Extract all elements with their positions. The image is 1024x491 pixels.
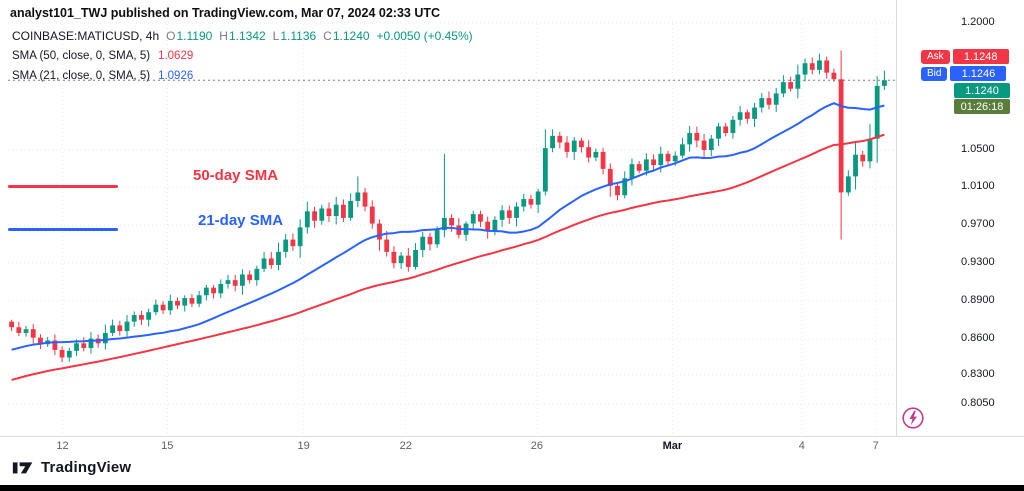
sma50-value: 1.0629 bbox=[158, 50, 194, 62]
bottom-black-bar bbox=[0, 485, 1024, 491]
price-axis-label: 0.8300 bbox=[961, 368, 995, 380]
sma50-annotation-label: 50-day SMA bbox=[193, 167, 279, 184]
time-axis-label: 19 bbox=[297, 440, 310, 452]
time-axis[interactable]: 12 15 19 22 26 Mar 4 7 bbox=[0, 436, 896, 456]
time-axis-label: 22 bbox=[399, 440, 412, 452]
sma21-value: 1.0926 bbox=[158, 70, 194, 82]
ask-row: Ask 1.1248 bbox=[921, 49, 1009, 64]
sma50-label: SMA (50, close, 0, SMA, 5) bbox=[12, 50, 151, 62]
ohlc-open-value: 1.1190 bbox=[176, 29, 213, 43]
price-axis-label: 0.9700 bbox=[961, 218, 995, 230]
bid-value: 1.1246 bbox=[950, 66, 1007, 81]
brand-name[interactable]: TradingView bbox=[41, 459, 132, 476]
ask-chip: Ask bbox=[921, 49, 950, 64]
candlestick-chart[interactable] bbox=[0, 20, 896, 436]
time-axis-label: 26 bbox=[530, 440, 543, 452]
ohlc-close: C 1.1240 bbox=[323, 29, 369, 44]
ohlc-low-value: 1.1136 bbox=[280, 29, 317, 43]
price-axis-label: 0.8050 bbox=[961, 397, 995, 409]
sma50-annotation-line bbox=[8, 185, 118, 188]
ohlc-high-label: H bbox=[219, 29, 228, 43]
ohlc-close-value: 1.1240 bbox=[332, 29, 370, 43]
time-axis-label: Mar bbox=[662, 440, 683, 452]
time-axis-label: 4 bbox=[798, 440, 805, 452]
sma21-label: SMA (21, close, 0, SMA, 5) bbox=[12, 70, 151, 82]
change-value: +0.0050 (+0.45%) bbox=[376, 29, 473, 43]
countdown-badge: 01:26:18 bbox=[954, 99, 1010, 114]
indicator-row-sma21[interactable]: SMA (21, close, 0, SMA, 5) 1.0926 bbox=[12, 69, 473, 84]
time-axis-border bbox=[0, 436, 1024, 437]
ohlc-low-label: L bbox=[272, 29, 280, 43]
price-axis-label: 1.2000 bbox=[961, 16, 995, 28]
last-price-badge: 1.1240 bbox=[954, 83, 1010, 98]
bid-row: Bid 1.1246 bbox=[921, 66, 1007, 81]
published-byline: analyst101_TWJ published on TradingView.… bbox=[10, 6, 441, 20]
indicator-row-sma50[interactable]: SMA (50, close, 0, SMA, 5) 1.0629 bbox=[12, 49, 473, 64]
sma21-annotation-label: 21-day SMA bbox=[198, 212, 284, 229]
symbol-title[interactable]: COINBASE:MATICUSD, 4h bbox=[12, 29, 160, 43]
price-axis[interactable]: Ask 1.1248 Bid 1.1246 1.1240 01:26:18 1.… bbox=[896, 0, 1024, 436]
time-axis-label: 7 bbox=[872, 440, 879, 452]
ohlc-high-value: 1.1342 bbox=[228, 29, 266, 43]
flash-icon[interactable] bbox=[901, 406, 925, 430]
ohlc-low: L 1.1136 bbox=[273, 29, 317, 44]
tradingview-logo[interactable] bbox=[12, 459, 34, 476]
ohlc-open: O 1.1190 bbox=[166, 29, 212, 44]
price-axis-label: 0.8900 bbox=[961, 294, 995, 306]
price-axis-label: 0.8600 bbox=[961, 332, 995, 344]
time-axis-label: 12 bbox=[56, 440, 69, 452]
ohlc-open-label: O bbox=[166, 29, 176, 43]
price-axis-label: 1.0500 bbox=[961, 143, 995, 155]
ohlc-close-label: C bbox=[323, 29, 332, 43]
sma21-annotation-line bbox=[8, 228, 118, 231]
price-axis-label: 1.0100 bbox=[961, 180, 995, 192]
price-axis-label: 0.9300 bbox=[961, 256, 995, 268]
footer: TradingView bbox=[12, 459, 131, 476]
bid-chip: Bid bbox=[921, 66, 948, 81]
ask-value: 1.1248 bbox=[952, 49, 1009, 64]
time-axis-label: 15 bbox=[161, 440, 174, 452]
ohlc-high: H 1.1342 bbox=[219, 29, 265, 44]
